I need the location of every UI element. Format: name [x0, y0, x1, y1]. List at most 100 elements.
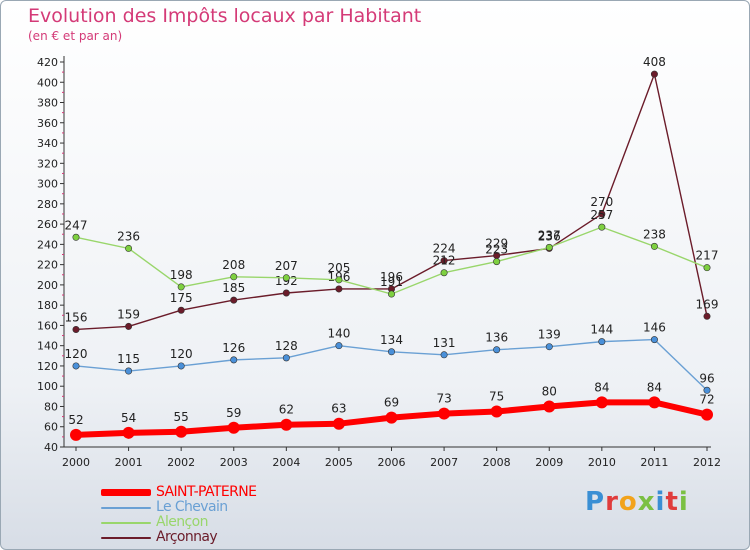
- legend-item: Alençon: [101, 514, 341, 530]
- data-point: [440, 269, 448, 277]
- x-tick-label: 2000: [62, 456, 90, 469]
- data-point: [282, 274, 290, 282]
- data-label: 257: [590, 208, 613, 222]
- y-tick-label: 120: [37, 360, 58, 373]
- data-point: [125, 367, 133, 375]
- data-label: 63: [331, 402, 346, 416]
- data-point: [650, 70, 658, 78]
- logo-letter: i: [655, 487, 666, 517]
- data-point: [72, 325, 80, 333]
- data-label: 62: [279, 403, 294, 417]
- data-label: 69: [384, 396, 399, 410]
- data-label: 84: [647, 380, 662, 394]
- y-tick-label: 60: [44, 421, 58, 434]
- data-label: 72: [699, 393, 714, 407]
- data-label: 207: [275, 259, 298, 273]
- data-label: 236: [117, 229, 140, 243]
- data-label: 205: [327, 261, 350, 275]
- legend-swatch: [101, 537, 151, 539]
- data-label: 128: [275, 339, 298, 353]
- data-label: 75: [489, 390, 504, 404]
- data-label: 139: [538, 328, 561, 342]
- y-tick-label: 320: [37, 157, 58, 170]
- data-point: [230, 273, 238, 281]
- legend-label: SAINT-PATERNE: [156, 484, 257, 500]
- logo-letter: t: [665, 487, 679, 517]
- data-point: [282, 289, 290, 297]
- y-tick-label: 360: [37, 117, 58, 130]
- legend-swatch: [101, 507, 151, 509]
- data-point: [177, 283, 185, 291]
- x-tick-label: 2012: [693, 456, 721, 469]
- y-tick-label: 400: [37, 76, 58, 89]
- data-point: [177, 306, 185, 314]
- data-label: 54: [121, 411, 136, 425]
- y-tick-label: 380: [37, 97, 58, 110]
- data-label: 223: [485, 243, 508, 257]
- y-tick-label: 180: [37, 299, 58, 312]
- data-point: [70, 428, 82, 441]
- data-point: [650, 336, 658, 344]
- data-point: [282, 354, 290, 362]
- x-tick-label: 2010: [588, 456, 616, 469]
- data-point: [335, 276, 343, 284]
- data-label: 229: [485, 237, 508, 251]
- data-point: [125, 244, 133, 252]
- data-label: 84: [594, 380, 609, 394]
- data-label: 156: [65, 310, 88, 324]
- x-tick-label: 2001: [115, 456, 143, 469]
- data-label: 212: [433, 254, 456, 268]
- logo-letter: i: [678, 487, 689, 517]
- x-tick-label: 2003: [220, 456, 248, 469]
- data-point: [598, 338, 606, 346]
- y-tick-label: 100: [37, 380, 58, 393]
- data-label: 136: [485, 331, 508, 345]
- data-point: [545, 243, 553, 251]
- data-point: [703, 264, 711, 272]
- data-point: [280, 418, 293, 431]
- data-label: 196: [380, 270, 403, 284]
- x-tick-label: 2006: [378, 456, 406, 469]
- data-point: [227, 421, 240, 434]
- data-point: [703, 312, 711, 320]
- legend-item: SAINT-PATERNE: [101, 484, 341, 500]
- data-label: 236: [538, 229, 561, 243]
- logo-letter: r: [605, 487, 619, 517]
- legend-item: Arçonnay: [101, 529, 341, 545]
- y-tick-label: 240: [37, 238, 58, 251]
- data-point: [125, 322, 133, 330]
- y-tick-label: 420: [37, 56, 58, 69]
- data-point: [650, 242, 658, 250]
- data-label: 208: [222, 258, 245, 272]
- legend-label: Le Chevain: [156, 499, 228, 515]
- x-tick-label: 2002: [167, 456, 195, 469]
- legend-swatch: [101, 489, 151, 496]
- legend-label: Arçonnay: [156, 529, 218, 545]
- x-tick-label: 2011: [640, 456, 668, 469]
- y-tick-label: 280: [37, 198, 58, 211]
- data-label: 52: [68, 413, 83, 427]
- data-label: 270: [590, 195, 613, 209]
- data-label: 134: [380, 333, 403, 347]
- data-point: [72, 362, 80, 370]
- data-point: [701, 408, 713, 421]
- data-point: [385, 411, 398, 424]
- data-point: [387, 290, 395, 298]
- data-label: 96: [699, 371, 714, 385]
- x-tick-label: 2009: [535, 456, 563, 469]
- data-point: [335, 342, 343, 350]
- data-label: 217: [696, 249, 719, 263]
- data-point: [703, 386, 711, 394]
- x-tick-label: 2007: [430, 456, 458, 469]
- data-label: 175: [170, 291, 193, 305]
- data-label: 191: [380, 275, 403, 289]
- y-tick-label: 200: [37, 279, 58, 292]
- y-tick-label: 220: [37, 259, 58, 272]
- data-point: [493, 258, 501, 266]
- data-point: [490, 405, 503, 418]
- legend: SAINT-PATERNE Le Chevain Alençon Arçonnay: [101, 484, 341, 545]
- data-point: [545, 343, 553, 351]
- data-point: [177, 362, 185, 370]
